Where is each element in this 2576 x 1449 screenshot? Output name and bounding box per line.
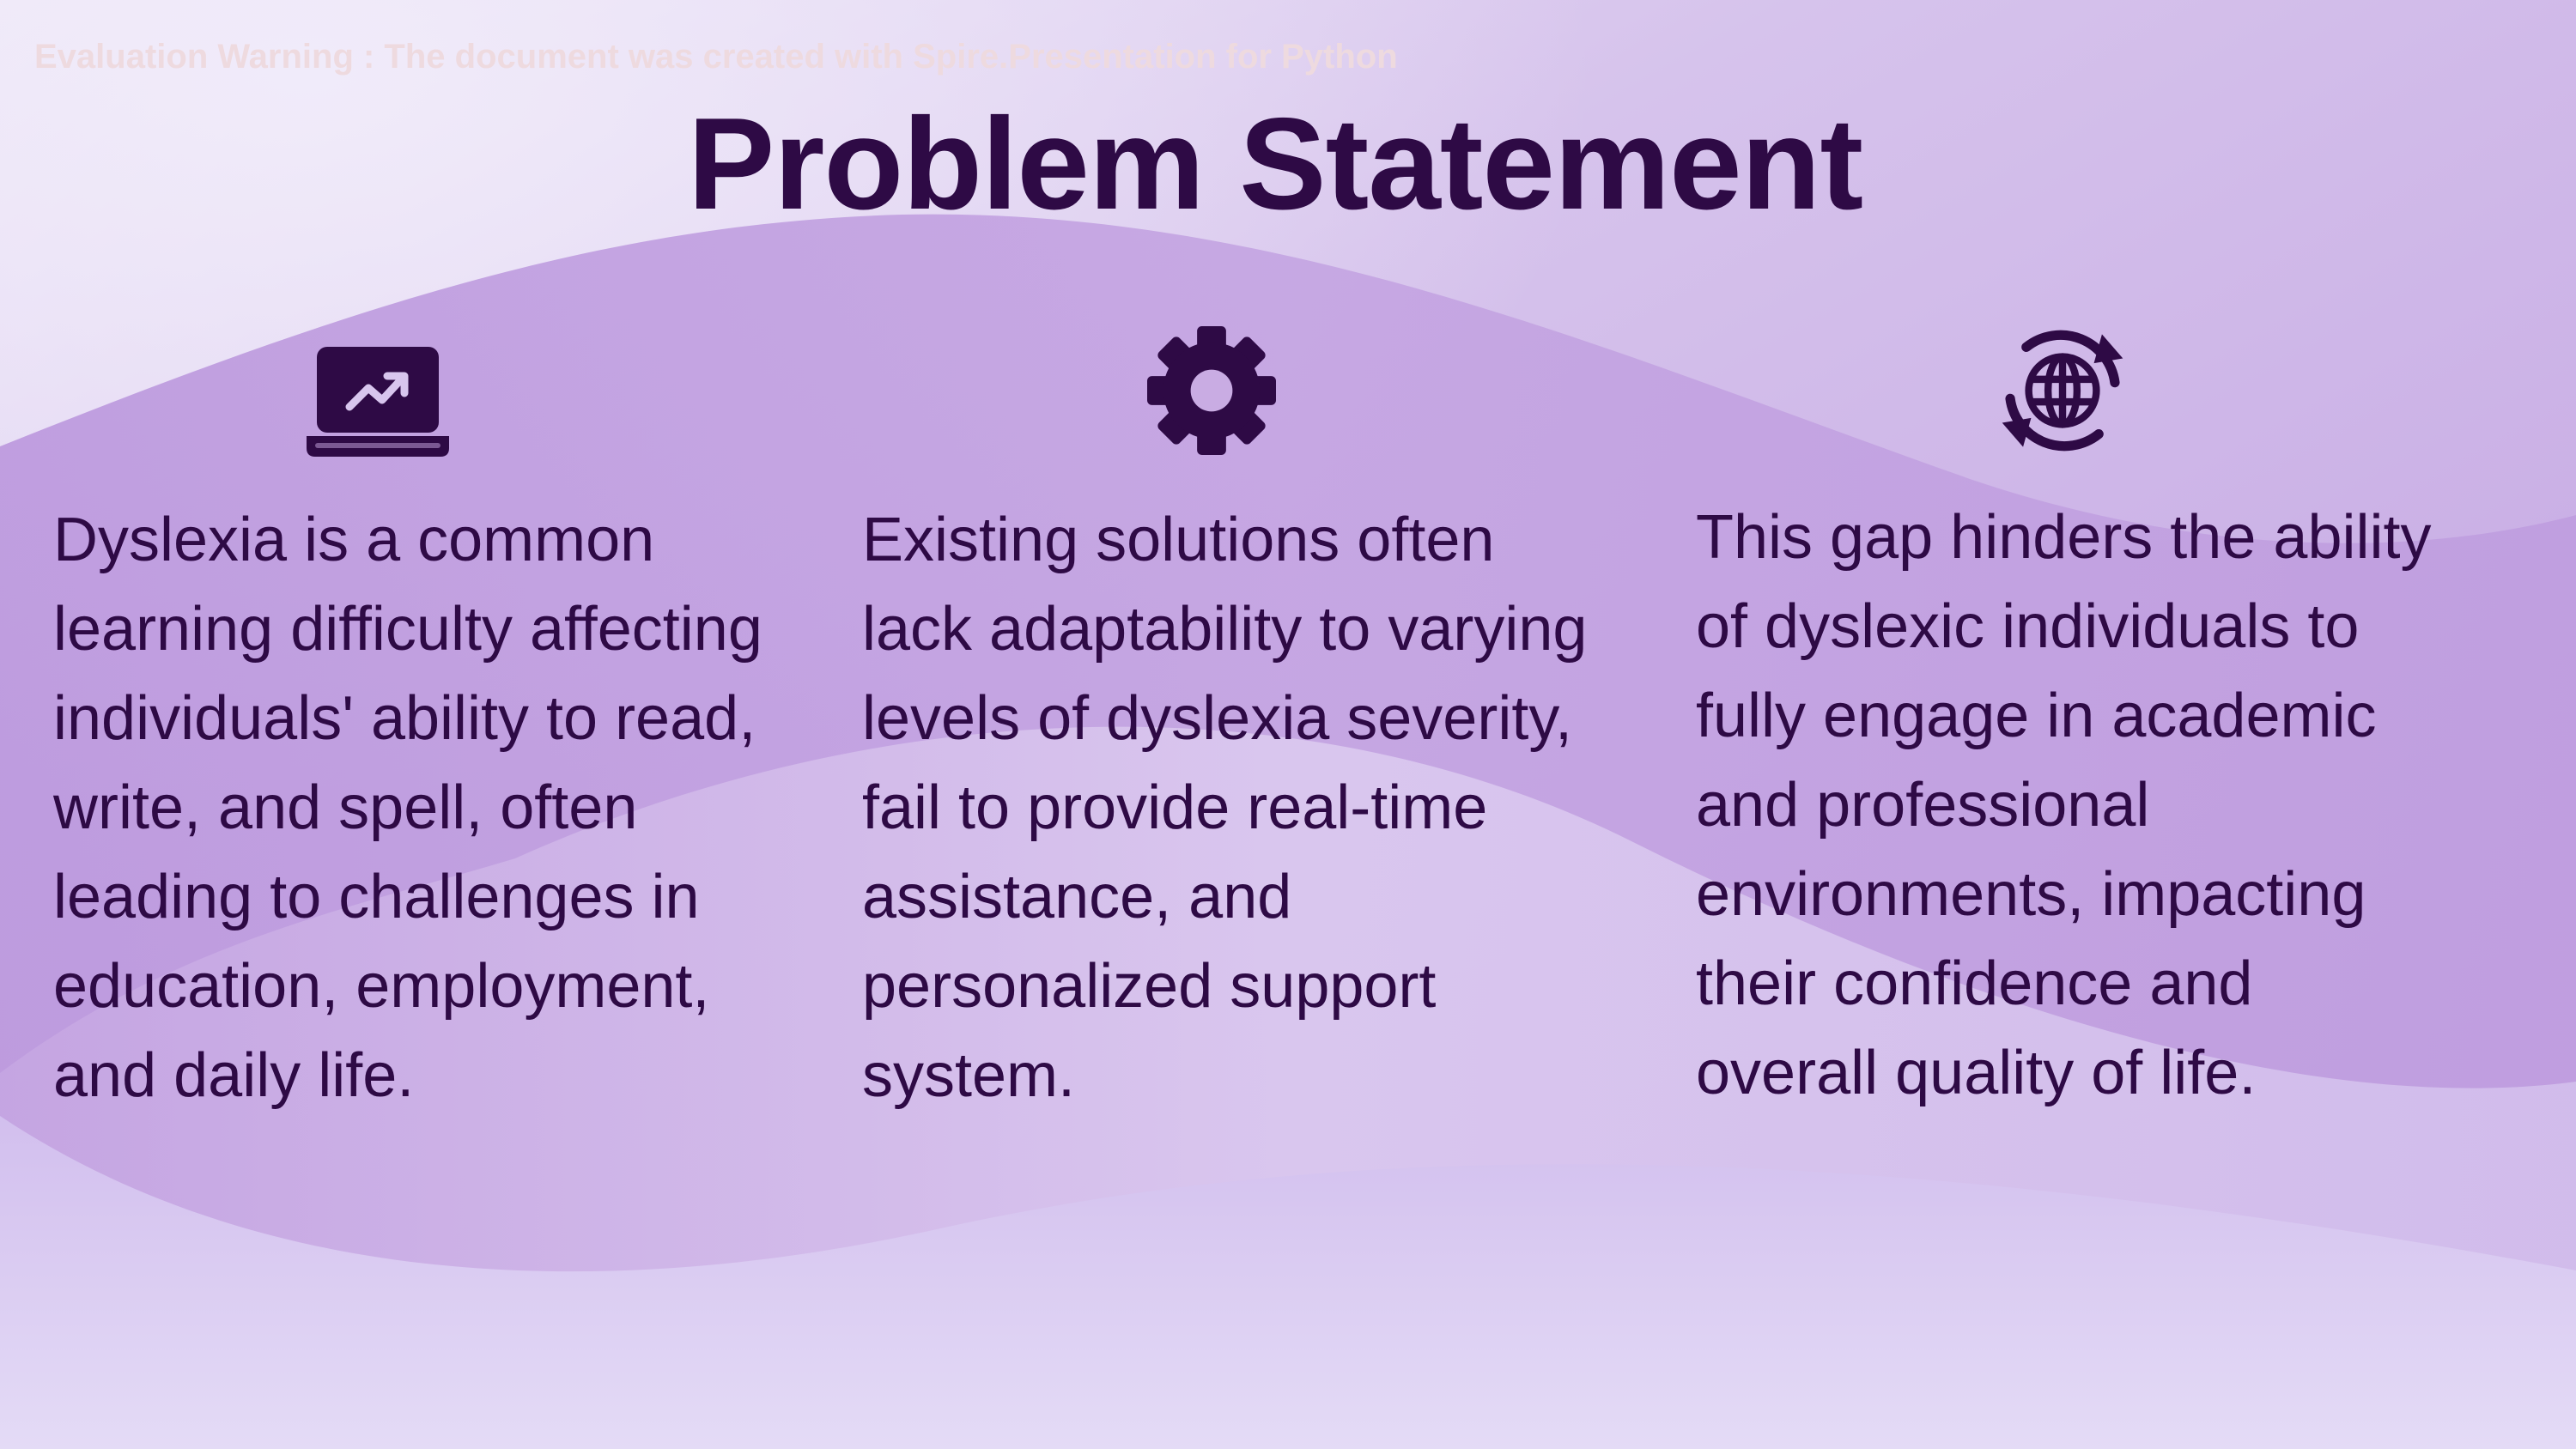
laptop-trending-up-icon: [305, 335, 451, 464]
column-2-text: Existing solutions often lack adaptabili…: [862, 506, 1588, 1110]
gear-icon: [1139, 326, 1285, 455]
globe-sync-icon: [1990, 326, 2136, 455]
column-1-text: Dyslexia is a common learning difficulty…: [53, 506, 762, 1110]
slide-title: Problem Statement: [687, 91, 1863, 237]
watermark-text: Evaluation Warning : The document was cr…: [34, 38, 1398, 76]
column-3-text: This gap hinders the ability of dyslexic…: [1696, 503, 2432, 1107]
